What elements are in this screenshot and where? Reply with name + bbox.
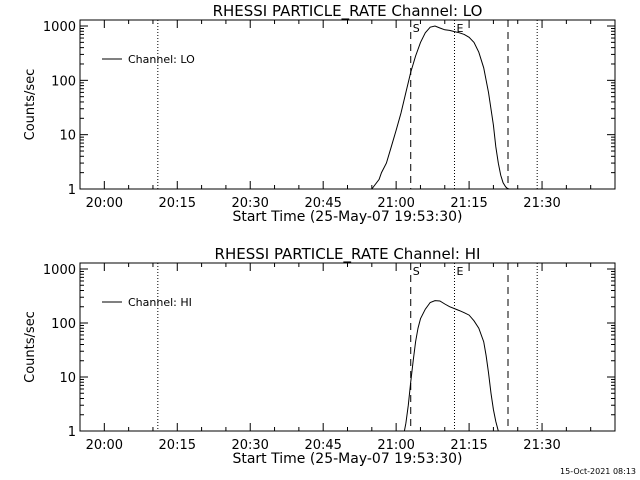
- event-marker-label: S: [413, 22, 420, 35]
- y-tick-label: 100: [51, 317, 76, 332]
- y-tick-label: 10: [59, 129, 76, 144]
- y-tick-label: 1: [68, 183, 76, 198]
- y-tick-label: 1: [68, 425, 76, 440]
- y-tick-label: 1000: [43, 20, 76, 35]
- y-tick-label: 1000: [43, 263, 76, 278]
- x-tick-label: 21:15: [450, 438, 487, 453]
- panel-hi: RHESSI PARTICLE_RATE Channel: HI 20:00 20:…: [23, 245, 616, 467]
- x-tick-label: 20:45: [304, 438, 341, 453]
- plot-frame: [79, 262, 616, 432]
- event-marker-label: E: [457, 265, 464, 278]
- x-tick-label: 20:15: [159, 438, 196, 453]
- x-tick-label: 21:00: [377, 438, 414, 453]
- series-line: [403, 300, 499, 432]
- series-line: [371, 25, 509, 190]
- x-axis-label: Start Time (25-May-07 19:53:30): [232, 209, 462, 225]
- x-tick-label: 21:30: [523, 438, 560, 453]
- x-tick-label: 20:00: [86, 438, 123, 453]
- y-tick-label: 10: [59, 371, 76, 386]
- x-tick-label: 21:15: [450, 196, 487, 211]
- x-tick-label: 21:30: [523, 196, 560, 211]
- footer-timestamp: 15-Oct-2021 08:13: [560, 467, 636, 476]
- x-tick-label: 20:00: [86, 196, 123, 211]
- x-tick-label: 20:45: [304, 196, 341, 211]
- legend-label: Channel: HI: [128, 296, 192, 309]
- x-tick-label: 20:30: [231, 196, 268, 211]
- event-marker-label: S: [413, 265, 420, 278]
- x-axis-label: Start Time (25-May-07 19:53:30): [232, 451, 462, 467]
- x-tick-label: 21:00: [377, 196, 414, 211]
- legend-label: Channel: LO: [128, 53, 195, 66]
- x-tick-label: 20:15: [159, 196, 196, 211]
- y-tick-label: 100: [51, 74, 76, 89]
- chart-title: RHESSI PARTICLE_RATE Channel: LO: [213, 2, 483, 21]
- x-tick-label: 20:30: [231, 438, 268, 453]
- event-marker-label: E: [457, 22, 464, 35]
- y-axis-label: Counts/sec: [23, 311, 38, 383]
- plot-frame: [79, 19, 616, 190]
- y-axis-label: Counts/sec: [23, 69, 38, 141]
- panel-lo: RHESSI PARTICLE_RATE Channel: LO 20:00 20:…: [23, 2, 616, 225]
- chart-title: RHESSI PARTICLE_RATE Channel: HI: [215, 245, 481, 264]
